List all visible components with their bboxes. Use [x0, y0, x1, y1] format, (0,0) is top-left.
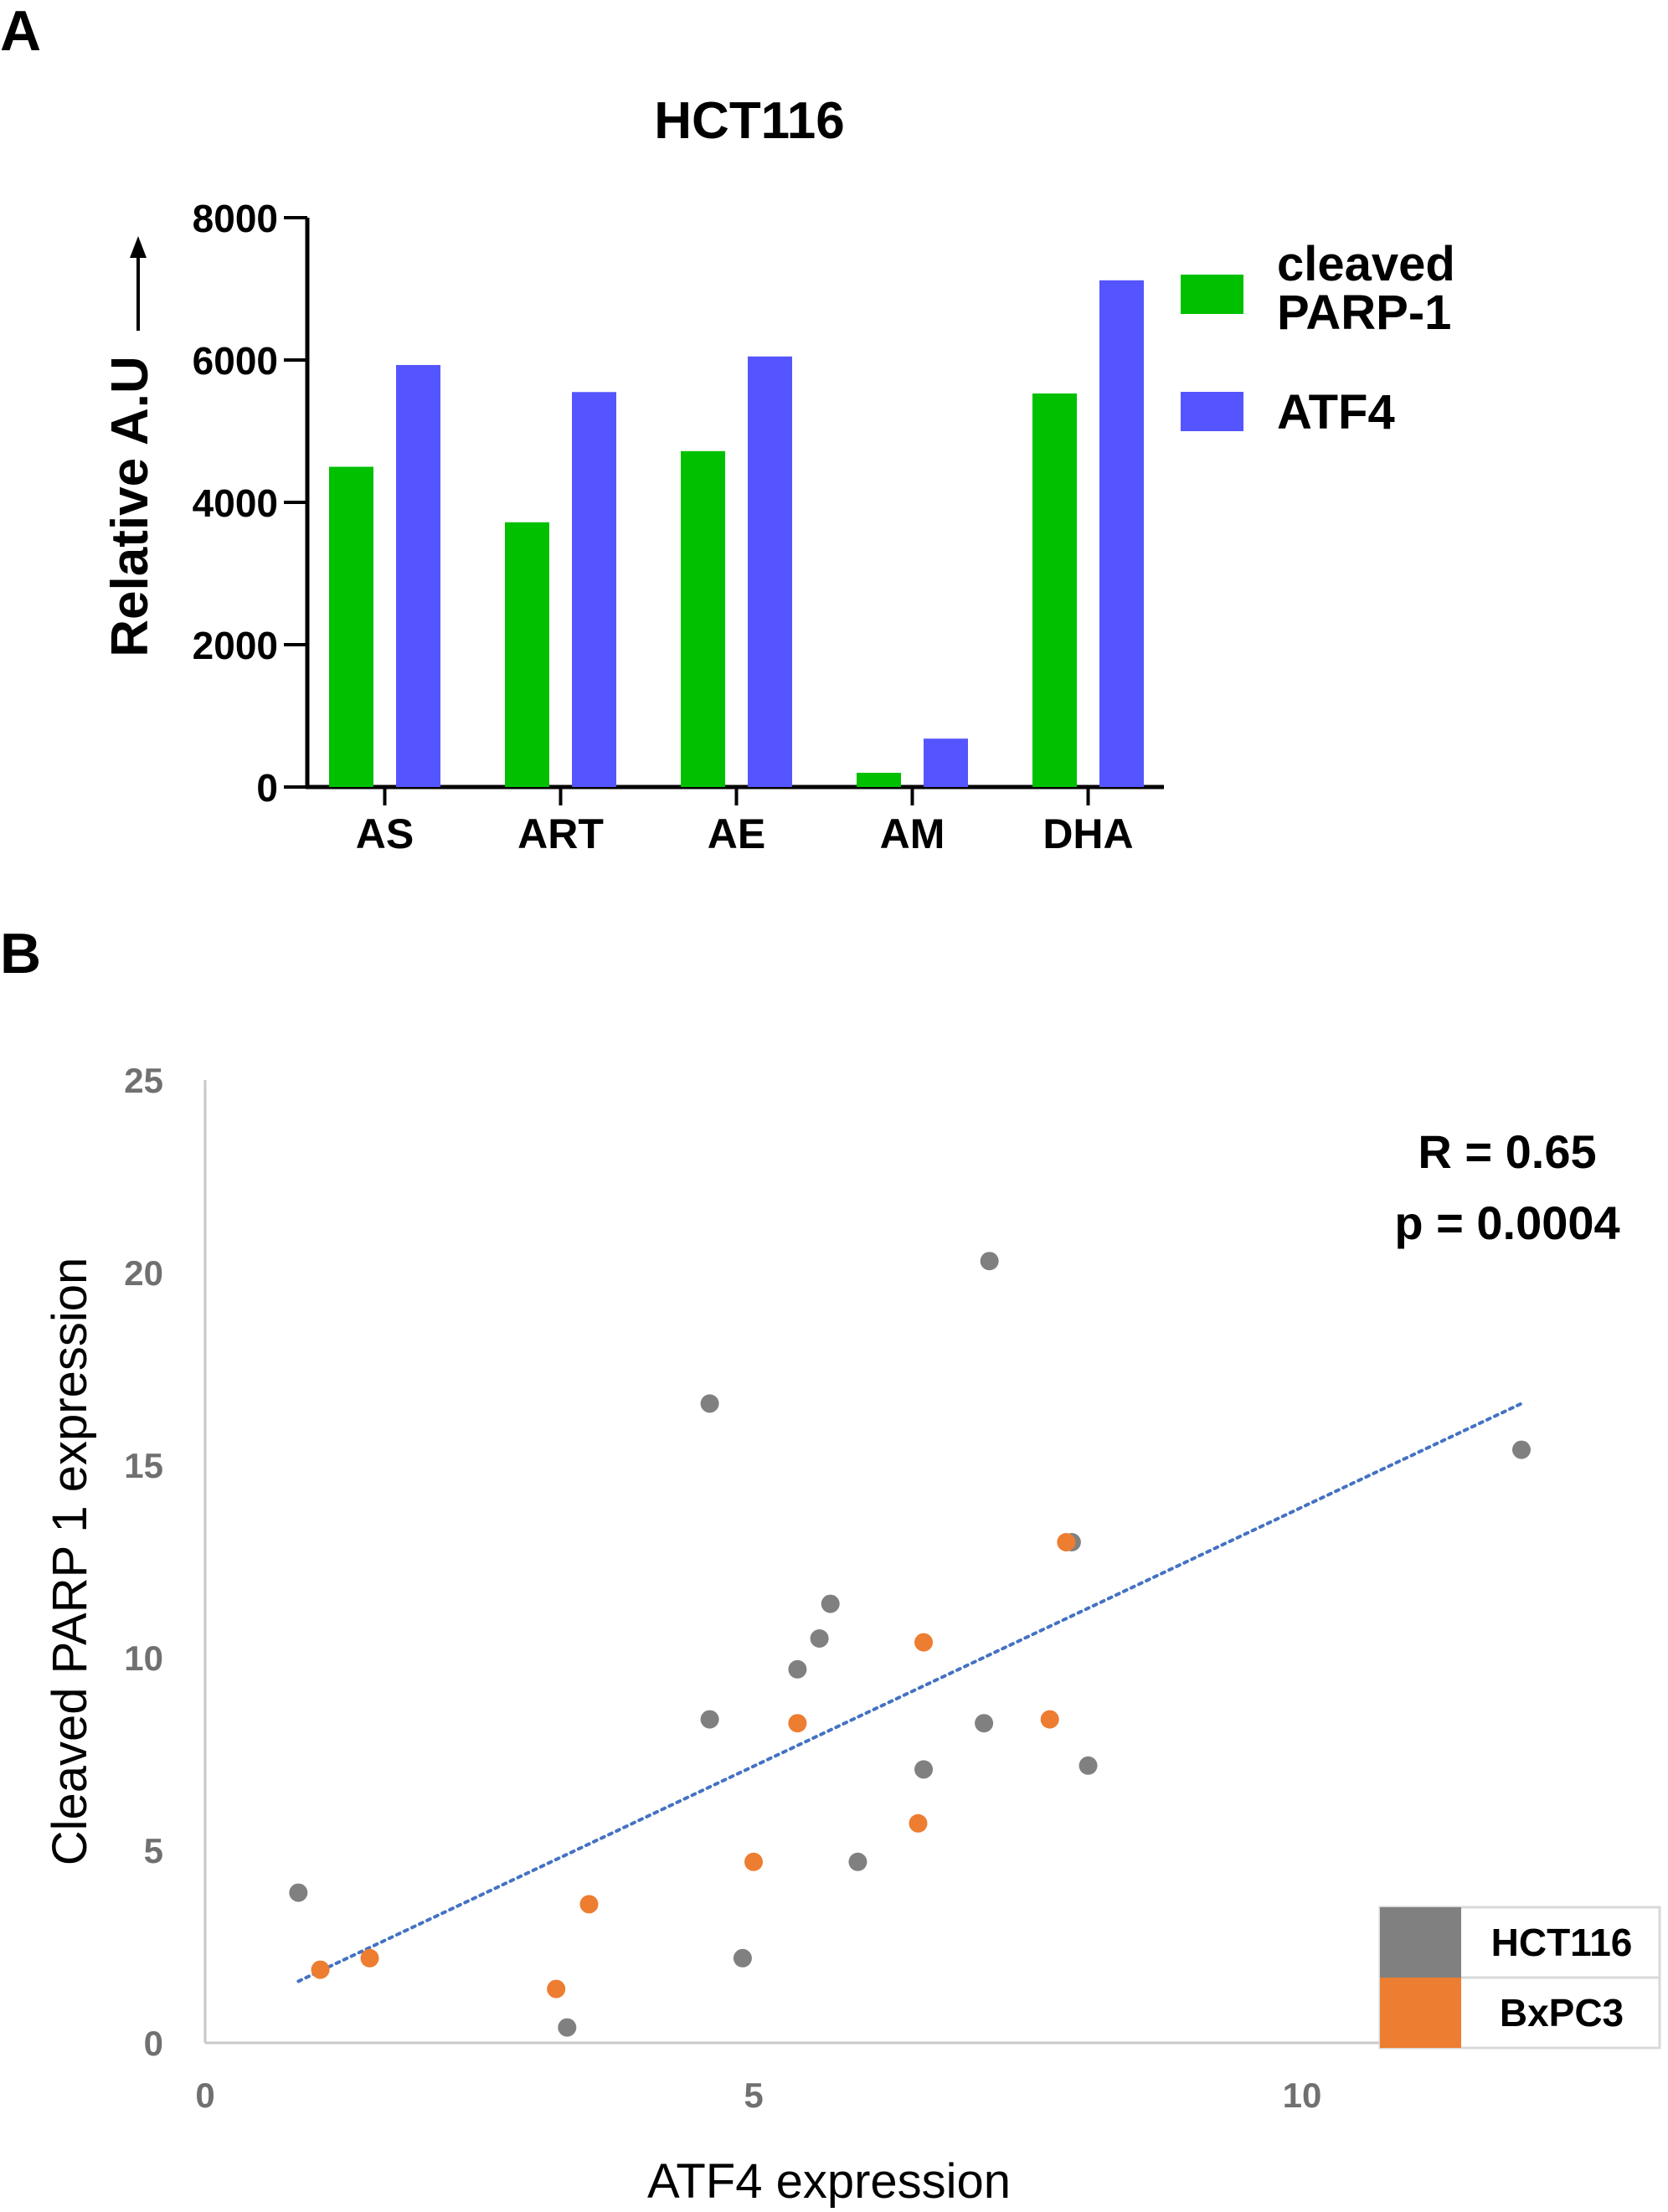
trendline	[296, 1402, 1523, 1983]
bar-art-atf4	[572, 392, 616, 787]
scatter-legend: HCT116 BxPC3	[1378, 1906, 1661, 2050]
scatter-chart: 0 5 10 15 20 25 0 5 10 Cleaved PARP 1 expressio…	[43, 1061, 1661, 2209]
bar-am-cleaved-parp1	[857, 773, 901, 787]
bar-x-tick-label: ART	[517, 810, 604, 857]
bar-ae-atf4	[748, 356, 792, 787]
scatter-y-tick-label: 5	[144, 1831, 163, 1870]
point-hct116	[289, 1883, 308, 1902]
point-bxpc3	[914, 1633, 934, 1652]
scatter-legend-label-bxpc3: BxPC3	[1500, 1991, 1624, 2035]
scatter-x-tick-label: 10	[1283, 2076, 1322, 2115]
scatter-y-axis-label: Cleaved PARP 1 expression	[43, 1258, 97, 1865]
scatter-y-tick-label: 20	[124, 1253, 163, 1293]
bar-x-ticks: AS ART AE AM DHA	[356, 787, 1134, 857]
bar-art-cleaved-parp1	[505, 522, 549, 787]
bar-y-tick-label: 2000	[193, 624, 278, 667]
point-hct116	[914, 1760, 934, 1779]
point-hct116	[1512, 1440, 1531, 1459]
scatter-x-tick-label: 0	[195, 2076, 214, 2115]
panel-a-label: A	[0, 0, 41, 63]
bar-as-cleaved-parp1	[329, 466, 373, 787]
point-hct116	[1079, 1756, 1098, 1775]
bar-x-tick-label: AE	[708, 810, 765, 857]
point-bxpc3	[909, 1813, 928, 1833]
scatter-points	[289, 1252, 1531, 2037]
point-bxpc3	[547, 1979, 566, 1999]
point-hct116	[810, 1629, 829, 1648]
bar-x-tick-label: DHA	[1042, 810, 1133, 857]
point-hct116	[980, 1252, 999, 1271]
scatter-y-tick-label: 0	[144, 2024, 163, 2063]
scatter-legend-swatch-hct116	[1380, 1907, 1461, 1978]
y-axis-arrow	[130, 236, 147, 331]
point-bxpc3	[579, 1895, 599, 1914]
point-bxpc3	[744, 1852, 763, 1871]
point-hct116	[733, 1948, 752, 1968]
point-hct116	[700, 1394, 719, 1413]
bar-y-tick-label: 6000	[193, 339, 278, 383]
bar-y-tick-label: 8000	[193, 197, 278, 240]
legend-label-atf4: ATF4	[1277, 385, 1395, 440]
point-bxpc3	[788, 1714, 807, 1733]
legend-swatch-atf4	[1181, 392, 1243, 431]
point-hct116	[975, 1714, 994, 1733]
p-annotation: p = 0.0004	[1394, 1196, 1619, 1249]
panel-b-label: B	[0, 922, 41, 985]
scatter-x-tick-label: 5	[744, 2076, 763, 2115]
point-bxpc3	[360, 1948, 379, 1968]
bar-x-tick-label: AM	[880, 810, 945, 857]
bar-y-tick-label: 0	[256, 766, 278, 810]
point-hct116	[788, 1659, 807, 1679]
scatter-legend-swatch-bxpc3	[1380, 1978, 1461, 2048]
legend-swatch-cleaved-parp1	[1181, 275, 1243, 314]
bar-y-ticks: 0 2000 4000 6000 8000	[193, 197, 307, 810]
scatter-y-tick-label: 15	[124, 1446, 163, 1485]
scatter-y-tick-label: 25	[124, 1061, 163, 1100]
point-bxpc3	[1040, 1710, 1059, 1729]
bar-marks	[329, 280, 1144, 787]
bar-chart-title: HCT116	[654, 92, 844, 150]
scatter-y-ticks: 0 5 10 15 20 25	[124, 1061, 163, 2063]
scatter-x-axis-label: ATF4 expression	[647, 2154, 1011, 2209]
point-bxpc3	[1057, 1533, 1076, 1551]
bar-chart: HCT116 Relative A.U 0 2000 4000 6000 8000 AS…	[101, 92, 1455, 857]
point-bxpc3	[311, 1960, 330, 1979]
bar-y-tick-label: 4000	[193, 481, 278, 525]
bar-am-atf4	[924, 738, 968, 787]
scatter-y-tick-label: 10	[124, 1638, 163, 1678]
legend-label-cleaved-parp1: cleaved PARP-1	[1277, 237, 1455, 340]
bar-dha-cleaved-parp1	[1032, 393, 1077, 787]
bar-dha-atf4	[1099, 280, 1144, 787]
scatter-legend-label-hct116: HCT116	[1491, 1921, 1633, 1964]
point-hct116	[700, 1710, 719, 1729]
bar-as-atf4	[396, 364, 440, 787]
bar-y-axis-label: Relative A.U	[101, 356, 159, 657]
point-hct116	[558, 2018, 577, 2037]
point-hct116	[821, 1594, 840, 1613]
r-annotation: R = 0.65	[1418, 1125, 1596, 1178]
scatter-x-ticks: 0 5 10	[195, 2076, 1321, 2115]
bar-ae-cleaved-parp1	[681, 450, 725, 787]
point-hct116	[848, 1852, 867, 1871]
bar-legend: cleaved PARP-1 ATF4	[1181, 237, 1455, 440]
bar-x-tick-label: AS	[356, 810, 414, 857]
